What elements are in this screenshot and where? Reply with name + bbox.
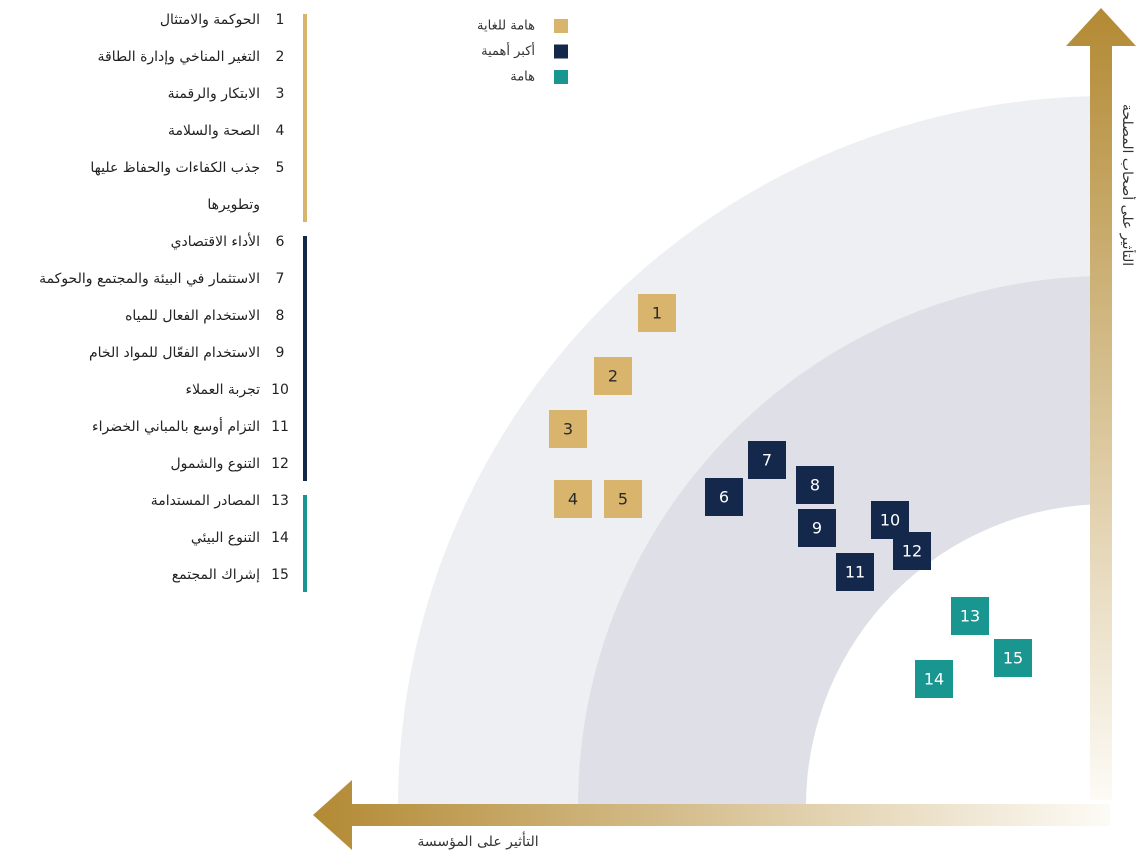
topic-label: التزام أوسع بالمباني الخضراء (92, 419, 260, 435)
topic-number: 11 (271, 419, 289, 435)
topic-marker-number: 7 (762, 451, 772, 470)
topic-number: 2 (275, 49, 285, 65)
topic-marker (798, 509, 836, 547)
topic-row: 1 الحوكمة والامتثال (10, 2, 300, 39)
topic-marker (893, 532, 931, 570)
topic-marker (705, 478, 743, 516)
y-arrow (1066, 8, 1136, 800)
topic-marker-number: 3 (563, 420, 573, 439)
topic-label: التنوع البيئي (190, 530, 260, 546)
topic-marker-number: 1 (652, 304, 662, 323)
topic-marker-number: 5 (618, 490, 628, 509)
topic-marker (604, 480, 642, 518)
inner-zone (806, 504, 1108, 806)
topic-row: 7 الاستثمار في البيئة والمجتمع والحوكمة (10, 261, 300, 298)
topic-list: 1 الحوكمة والامتثال 2 التغير المناخي وإدارة… (10, 2, 300, 594)
topic-number: 1 (275, 12, 285, 28)
topic-marker-number: 6 (719, 488, 729, 507)
topic-marker-number: 14 (924, 670, 944, 689)
topic-marker-number: 12 (902, 542, 922, 561)
topic-marker (748, 441, 786, 479)
topic-marker (994, 639, 1032, 677)
topic-number: 5 (275, 160, 285, 176)
topic-row: 11 التزام أوسع بالمباني الخضراء (10, 409, 300, 446)
topic-row: 13 المصادر المستدامة (10, 483, 300, 520)
legend-swatch (554, 44, 568, 59)
topic-marker (549, 410, 587, 448)
topic-marker-number: 4 (568, 490, 578, 509)
topic-marker (915, 660, 953, 698)
topic-label: الاستخدام الفعال للمياه (125, 308, 260, 324)
topic-marker (796, 466, 834, 504)
topic-marker-number: 8 (810, 476, 820, 495)
topic-label: الاستثمار في البيئة والمجتمع والحوكمة (39, 271, 260, 287)
topic-marker-number: 9 (812, 519, 822, 538)
topic-marker (951, 597, 989, 635)
topic-number: 14 (271, 530, 289, 546)
topic-row: 2 التغير المناخي وإدارة الطاقة (10, 39, 300, 76)
topic-row: 10 تجربة العملاء (10, 372, 300, 409)
group-bar (303, 495, 307, 592)
topic-marker (554, 480, 592, 518)
topic-label: التنوع والشمول (170, 456, 260, 472)
topic-marker-number: 15 (1003, 649, 1023, 668)
topic-number: 4 (275, 123, 285, 139)
topic-label: الصحة والسلامة (167, 123, 260, 139)
topic-marker-number: 11 (845, 563, 865, 582)
topic-label: الأداء الاقتصادي (170, 234, 260, 250)
group-bar (303, 236, 307, 481)
topic-row: 15 إشراك المجتمع (10, 557, 300, 594)
topic-marker-number: 10 (880, 511, 900, 530)
group-bar (303, 14, 307, 222)
x-arrow (313, 780, 1110, 850)
legend-swatch (554, 19, 568, 33)
legend-swatch (554, 70, 568, 84)
topic-number: 8 (275, 308, 285, 324)
topic-number: 6 (275, 234, 285, 250)
topic-row: 3 الابتكار والرقمنة (10, 76, 300, 113)
topic-label: الابتكار والرقمنة (167, 86, 260, 102)
topic-label: التغير المناخي وإدارة الطاقة (97, 49, 260, 65)
legend-label: أكبر أهمية (481, 42, 535, 59)
topic-label: المصادر المستدامة (150, 493, 260, 509)
legend-label: هامة للغاية (477, 19, 535, 34)
topic-number: 15 (271, 567, 289, 583)
topic-marker (836, 553, 874, 591)
topic-label: الحوكمة والامتثال (159, 12, 260, 28)
topic-number: 12 (271, 456, 289, 472)
topic-label: إشراك المجتمع (171, 567, 260, 583)
topic-row: 5 جذب الكفاءات والحفاظ عليها وتطويرها (10, 150, 300, 224)
y-axis-label: التأثير على أصحاب المصلحة (1119, 104, 1136, 266)
topic-row: 9 الاستخدام الفعّال للمواد الخام (10, 335, 300, 372)
topic-row: 4 الصحة والسلامة (10, 113, 300, 150)
topic-marker-number: 2 (608, 367, 618, 386)
topic-number: 13 (271, 493, 289, 509)
topic-number: 7 (275, 271, 285, 287)
topic-row: 6 الأداء الاقتصادي (10, 224, 300, 261)
x-axis-label: التأثير على المؤسسة (417, 831, 538, 850)
topic-marker-number: 13 (960, 607, 980, 626)
topic-label: الاستخدام الفعّال للمواد الخام (88, 345, 260, 361)
topic-row: 14 التنوع البيئي (10, 520, 300, 557)
topic-marker (594, 357, 632, 395)
topic-number: 3 (275, 86, 285, 102)
topic-row: 8 الاستخدام الفعال للمياه (10, 298, 300, 335)
topic-number: 9 (275, 345, 285, 361)
topic-row: 12 التنوع والشمول (10, 446, 300, 483)
topic-label: تجربة العملاء (185, 382, 260, 398)
topic-marker (638, 294, 676, 332)
topic-label: جذب الكفاءات والحفاظ عليها وتطويرها (90, 160, 260, 213)
topic-number: 10 (271, 382, 289, 398)
legend-label: هامة (510, 70, 535, 85)
